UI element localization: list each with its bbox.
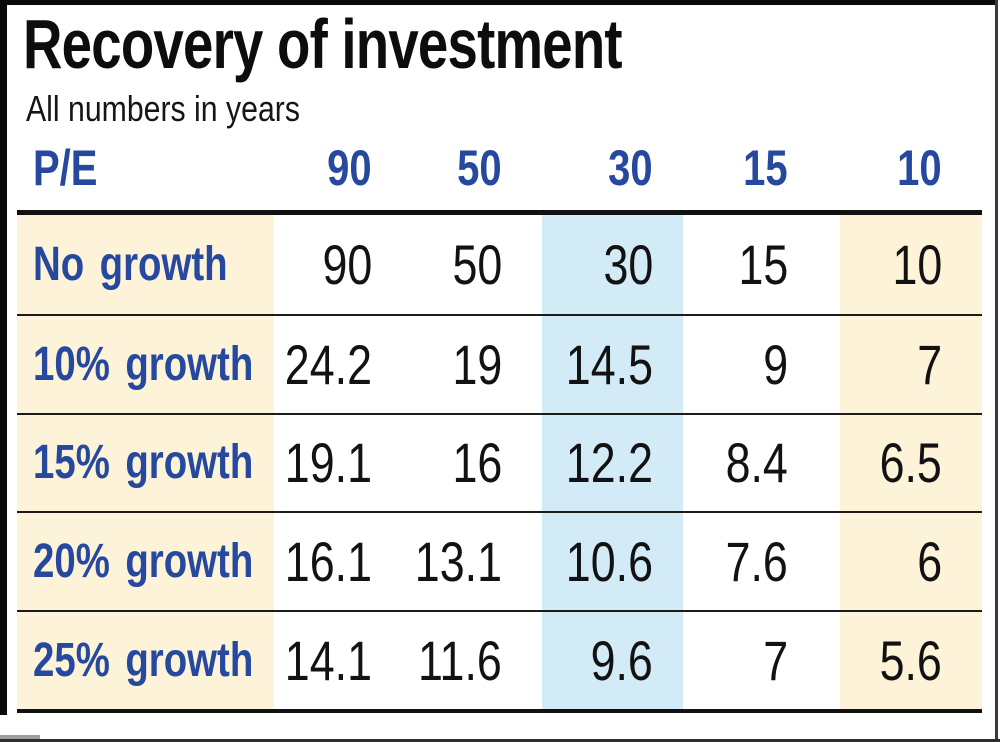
value-text: 14.1 <box>284 629 372 693</box>
value-cell-highlighted: 9.6 <box>542 610 683 709</box>
table-header-row: P/E 90 50 30 15 10 <box>17 133 982 203</box>
row-label: No growth <box>17 215 274 314</box>
value-cell-tinted: 6.5 <box>840 412 982 512</box>
value-text: 7 <box>917 332 942 396</box>
page-title: Recovery of investment <box>23 5 791 83</box>
frame-border-left <box>0 0 7 715</box>
frame-border-right <box>995 0 998 742</box>
header-cell-90: 90 <box>274 133 412 203</box>
row-label: 10% growth <box>17 313 274 413</box>
header-cell-15: 15 <box>683 133 840 203</box>
header-label: P/E <box>33 140 98 196</box>
header-cell-10: 10 <box>840 133 982 203</box>
value-text: 9 <box>763 332 788 396</box>
page-title-text: Recovery of investment <box>23 5 623 83</box>
header-cell-30: 30 <box>542 133 683 203</box>
value-cell: 7 <box>683 610 840 709</box>
value-cell: 9 <box>683 313 840 413</box>
row-label-text: No growth <box>33 237 228 291</box>
value-cell: 8.4 <box>683 412 840 512</box>
bottom-rule <box>17 709 982 713</box>
value-cell-tinted: 10 <box>840 215 982 314</box>
value-cell-tinted: 5.6 <box>840 610 982 709</box>
value-text: 16.1 <box>284 530 372 594</box>
value-text: 30 <box>603 232 653 296</box>
value-text: 10.6 <box>565 530 653 594</box>
value-text: 15 <box>738 232 788 296</box>
value-text: 50 <box>452 232 502 296</box>
header-cell-pe: P/E <box>17 133 274 203</box>
value-text: 6.5 <box>879 431 942 495</box>
value-cell: 90 <box>274 215 412 314</box>
value-cell: 7.6 <box>683 511 840 610</box>
value-text: 90 <box>322 232 372 296</box>
row-label-text: 25% growth <box>33 634 254 688</box>
value-cell: 13.1 <box>412 511 542 610</box>
value-text: 10 <box>892 232 942 296</box>
subtitle: All numbers in years <box>26 90 352 128</box>
row-label-text: 15% growth <box>33 436 254 490</box>
value-cell: 16 <box>412 412 542 512</box>
value-text: 12.2 <box>565 431 653 495</box>
value-cell-highlighted: 12.2 <box>542 412 683 512</box>
row-label-text: 10% growth <box>33 337 254 391</box>
value-text: 19 <box>452 332 502 396</box>
value-text: 5.6 <box>879 629 942 693</box>
row-label-text: 20% growth <box>33 535 254 589</box>
row-label: 20% growth <box>17 511 274 611</box>
value-cell-tinted: 6 <box>840 511 982 611</box>
value-cell: 24.2 <box>274 313 412 413</box>
value-cell: 19 <box>412 313 542 413</box>
frame-border-bottom <box>0 739 1000 742</box>
header-rule <box>17 210 982 215</box>
row-label: 15% growth <box>17 412 274 512</box>
subtitle-text: All numbers in years <box>26 88 300 129</box>
value-text: 24.2 <box>284 332 372 396</box>
value-cell-highlighted: 10.6 <box>542 511 683 611</box>
value-cell: 19.1 <box>274 412 412 512</box>
scrollbar-thumb[interactable] <box>0 735 40 739</box>
header-label: 10 <box>897 140 943 196</box>
frame-border-top <box>0 0 997 5</box>
value-text: 6 <box>917 530 942 594</box>
row-label: 25% growth <box>17 610 274 709</box>
value-cell-highlighted: 14.5 <box>542 313 683 413</box>
value-text: 14.5 <box>565 332 653 396</box>
header-label: 90 <box>327 140 373 196</box>
value-cell: 11.6 <box>412 610 542 709</box>
value-text: 7.6 <box>725 530 788 594</box>
value-cell: 50 <box>412 215 542 314</box>
value-text: 19.1 <box>284 431 372 495</box>
value-text: 11.6 <box>418 629 502 693</box>
value-text: 13.1 <box>414 530 502 594</box>
value-cell-highlighted: 30 <box>542 215 683 314</box>
header-label: 50 <box>457 140 503 196</box>
value-text: 7 <box>763 629 788 693</box>
value-cell-tinted: 7 <box>840 313 982 413</box>
table-body: No growth 90 50 30 15 10 10% growth 24.2… <box>17 215 982 709</box>
header-label: 30 <box>608 140 654 196</box>
value-cell: 15 <box>683 215 840 314</box>
value-text: 8.4 <box>725 431 788 495</box>
header-label: 15 <box>743 140 789 196</box>
value-cell: 14.1 <box>274 610 412 709</box>
value-text: 16 <box>452 431 502 495</box>
value-text: 9.6 <box>590 629 653 693</box>
value-cell: 16.1 <box>274 511 412 610</box>
header-cell-50: 50 <box>412 133 542 203</box>
